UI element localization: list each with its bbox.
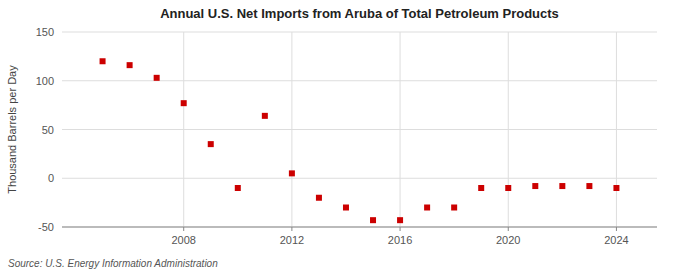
y-grid-line (62, 80, 657, 81)
y-grid-line (62, 32, 657, 33)
x-grid-line (508, 32, 509, 227)
grid (62, 32, 657, 227)
point (127, 62, 133, 68)
x-tick-label: 2008 (171, 234, 195, 246)
point (478, 185, 484, 191)
y-tick-label: 150 (36, 26, 54, 38)
x-tick-label: 2012 (280, 234, 304, 246)
point (424, 205, 430, 211)
x-tick (291, 227, 292, 231)
point (532, 183, 538, 189)
x-tick (508, 227, 509, 231)
source-note: Source: U.S. Energy Information Administ… (8, 258, 218, 269)
point (181, 100, 187, 106)
point (343, 205, 349, 211)
point (505, 185, 511, 191)
y-tick-label: -50 (38, 221, 54, 233)
chart: -50 0 50 100 150 2008 2012 2016 2020 2024 Annual U… (0, 0, 675, 275)
point (451, 205, 457, 211)
x-grid-line (400, 32, 401, 227)
point (397, 217, 403, 223)
point (235, 185, 241, 191)
x-grid-line (183, 32, 184, 227)
point (100, 58, 106, 64)
axes: -50 0 50 100 150 2008 2012 2016 2020 2024 (36, 26, 657, 246)
x-tick (616, 227, 617, 231)
title: Annual U.S. Net Imports from Aruba of To… (160, 6, 559, 21)
point (370, 217, 376, 223)
point (262, 113, 268, 119)
point (154, 75, 160, 81)
x-tick-label: 2016 (388, 234, 412, 246)
y-axis-label: Thousand Barrels per Day (6, 65, 18, 194)
x-tick (183, 227, 184, 231)
x-axis-line (62, 227, 657, 228)
y-tick-label: 0 (48, 172, 54, 184)
x-tick (400, 227, 401, 231)
x-grid-line (616, 32, 617, 227)
point (289, 170, 295, 176)
point (316, 195, 322, 201)
point (586, 183, 592, 189)
y-tick-label: 100 (36, 75, 54, 87)
x-tick-label: 2024 (604, 234, 628, 246)
points (100, 58, 620, 223)
y-grid-line (62, 227, 657, 228)
x-grid-line (291, 32, 292, 227)
y-tick-label: 50 (42, 124, 54, 136)
x-tick-label: 2020 (496, 234, 520, 246)
y-grid-line (62, 178, 657, 179)
point (613, 185, 619, 191)
point (559, 183, 565, 189)
y-grid-line (62, 129, 657, 130)
point (208, 141, 214, 147)
chart-container: -50 0 50 100 150 2008 2012 2016 2020 2024 Annual U… (0, 0, 675, 275)
